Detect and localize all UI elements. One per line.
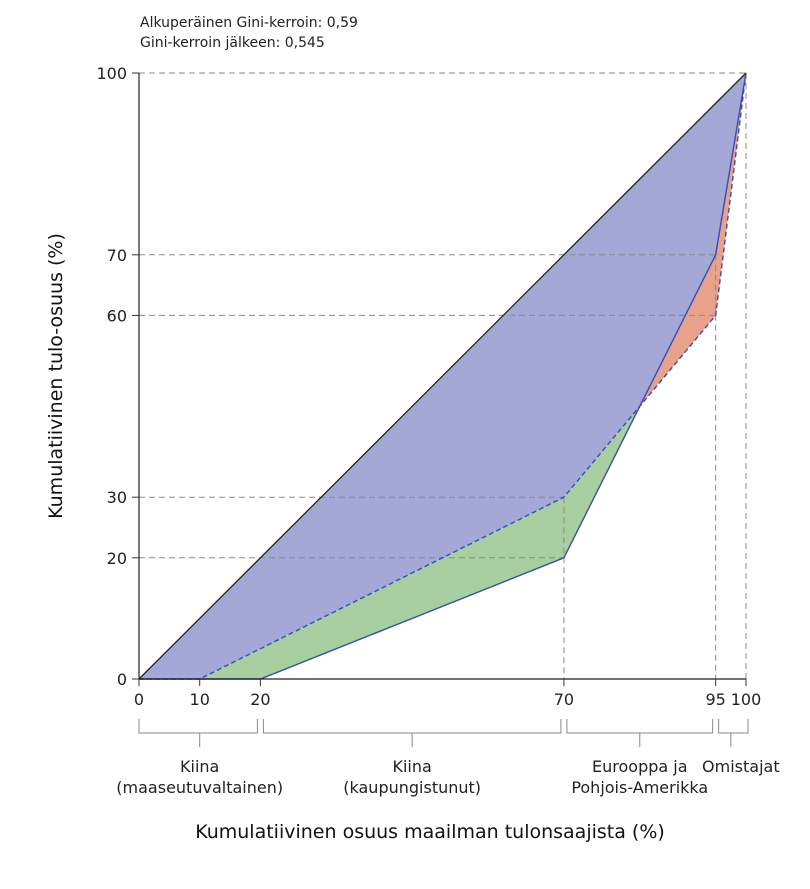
- group-bracket-0: [138, 719, 258, 747]
- x-tick-label-20: 20: [250, 690, 270, 709]
- chart-axes: [138, 73, 746, 680]
- y-tick-label-70: 70: [107, 246, 127, 265]
- y-axis-title: Kumulatiivinen tulo-osuus (%): [45, 233, 67, 519]
- y-tick-label-60: 60: [107, 306, 127, 325]
- group-label-2-0: Eurooppa ja: [592, 757, 688, 776]
- x-tick-label-10: 10: [190, 690, 210, 709]
- x-tick-label-0: 0: [134, 690, 144, 709]
- region-reduced-inequality: [139, 406, 640, 679]
- y-tick-label-100: 100: [96, 64, 127, 83]
- group-label-0-1: (maaseutuvaltainen): [116, 778, 283, 797]
- y-ticks: 0 20 30 60 70 100: [96, 64, 139, 689]
- group-label-1-1: (kaupungistunut): [343, 778, 481, 797]
- y-tick-label-30: 30: [107, 488, 127, 507]
- x-tick-label-70: 70: [554, 690, 574, 709]
- x-tick-label-100: 100: [731, 690, 762, 709]
- group-bracket-3: [718, 719, 749, 747]
- x-tick-label-95: 95: [705, 690, 725, 709]
- legend-after-gini: Gini-kerroin jälkeen: 0,545: [140, 35, 325, 51]
- legend-original-gini: Alkuperäinen Gini-kerroin: 0,59: [140, 15, 358, 31]
- y-tick-label-0: 0: [117, 670, 127, 689]
- group-label-2-1: Pohjois-Amerikka: [571, 778, 708, 797]
- group-bracket-1: [262, 719, 562, 747]
- group-label-0-0: Kiina: [180, 757, 219, 776]
- y-tick-label-20: 20: [107, 549, 127, 568]
- group-label-1-0: Kiina: [392, 757, 431, 776]
- equality-line: [138, 72, 747, 680]
- guide-lines: [139, 72, 747, 679]
- group-label-3-0: Omistajat: [702, 757, 780, 776]
- population-groups: Kiina (maaseutuvaltainen) Kiina (kaupungist…: [116, 719, 780, 797]
- gini-legend: Alkuperäinen Gini-kerroin: 0,59 Gini-ker…: [140, 15, 358, 51]
- group-bracket-2: [566, 719, 714, 747]
- x-axis-title: Kumulatiivinen osuus maailman tulonsaaji…: [195, 821, 665, 843]
- x-ticks: 0 10 20 70 95 100: [134, 679, 761, 709]
